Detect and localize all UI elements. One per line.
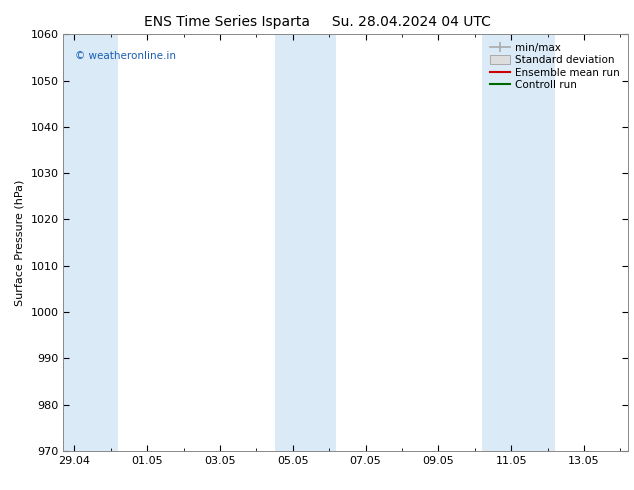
Text: ENS Time Series Isparta     Su. 28.04.2024 04 UTC: ENS Time Series Isparta Su. 28.04.2024 0… xyxy=(143,15,491,29)
Bar xyxy=(63,34,118,451)
Legend: min/max, Standard deviation, Ensemble mean run, Controll run: min/max, Standard deviation, Ensemble me… xyxy=(486,40,623,94)
Bar xyxy=(482,34,555,451)
Bar xyxy=(275,34,337,451)
Text: © weatheronline.in: © weatheronline.in xyxy=(75,51,176,61)
Y-axis label: Surface Pressure (hPa): Surface Pressure (hPa) xyxy=(15,179,25,306)
